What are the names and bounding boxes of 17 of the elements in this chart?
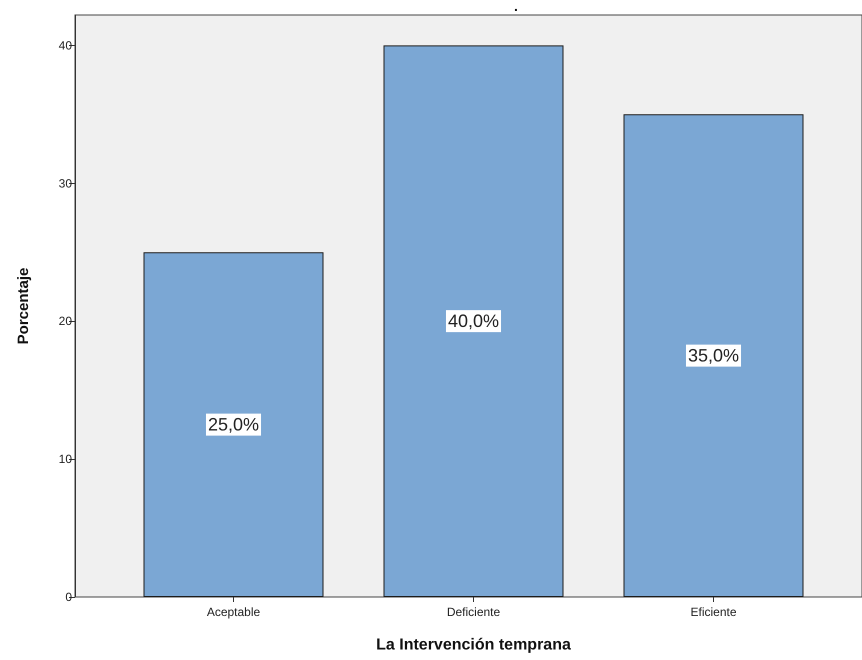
chart-title: . bbox=[514, 0, 518, 14]
bar bbox=[144, 252, 324, 597]
data-label: 40,0% bbox=[448, 311, 500, 332]
y-axis-title: Porcentaje bbox=[15, 268, 32, 344]
data-label: 35,0% bbox=[688, 346, 740, 366]
x-tick-label: Deficiente bbox=[446, 605, 500, 619]
y-tick-label: 0 bbox=[65, 590, 72, 604]
y-tick-label: 10 bbox=[58, 452, 72, 466]
y-tick-label: 20 bbox=[58, 314, 72, 328]
data-label: 25,0% bbox=[208, 414, 260, 435]
y-tick-label: 40 bbox=[58, 38, 72, 52]
bar bbox=[384, 45, 564, 597]
bar bbox=[624, 114, 804, 597]
y-tick-label: 30 bbox=[58, 176, 72, 190]
x-tick-label: Aceptable bbox=[206, 605, 261, 619]
x-axis-title: La Intervención temprana bbox=[376, 636, 571, 654]
x-tick-label: Eficiente bbox=[690, 605, 737, 619]
